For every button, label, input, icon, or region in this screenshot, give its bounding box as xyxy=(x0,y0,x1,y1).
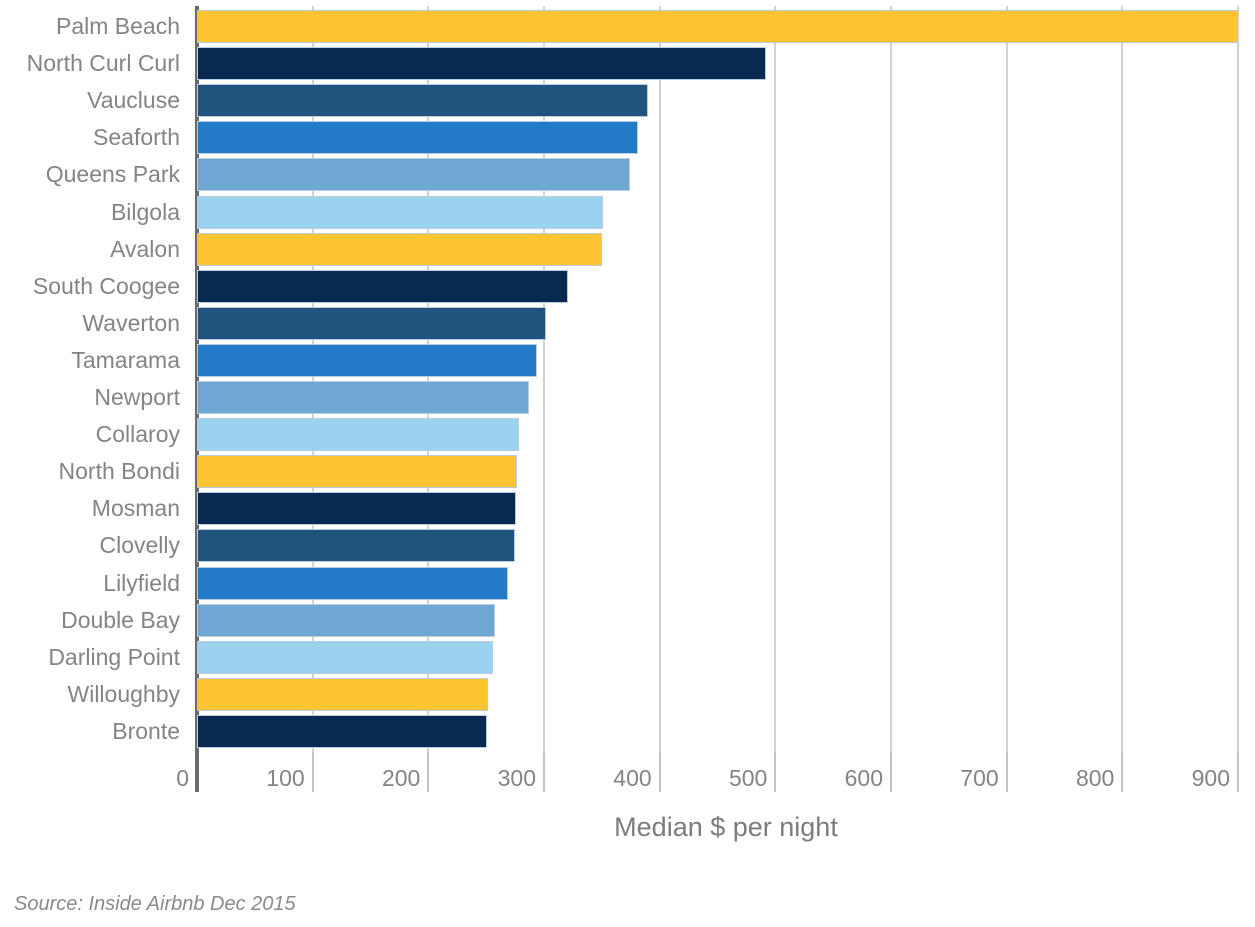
bar xyxy=(197,529,516,563)
axis-tick xyxy=(1121,752,1124,792)
gridline xyxy=(1005,6,1008,752)
bar xyxy=(197,195,603,229)
category-label: Mosman xyxy=(91,495,180,522)
category-label: North Bondi xyxy=(58,458,180,485)
axis-tick xyxy=(658,752,661,792)
x-axis-title: Median $ per night xyxy=(614,812,838,842)
gridline xyxy=(774,6,777,752)
axis-tick xyxy=(427,752,430,792)
bar xyxy=(197,455,518,489)
category-label: Clovelly xyxy=(99,532,180,559)
category-label: Bronte xyxy=(112,717,180,744)
axis-tick-label: 100 xyxy=(266,765,305,791)
axis-tick-label: 500 xyxy=(728,765,768,791)
category-label: Seaforth xyxy=(93,124,180,151)
bar xyxy=(197,492,517,526)
gridline xyxy=(1121,6,1124,752)
bar xyxy=(197,418,519,452)
bar xyxy=(197,714,488,748)
axis-tick-label: 700 xyxy=(960,765,999,791)
axis-tick xyxy=(311,752,314,792)
category-label: Tamarama xyxy=(71,346,180,373)
bar xyxy=(197,603,496,637)
category-label: Palm Beach xyxy=(55,13,180,39)
category-label: Collaroy xyxy=(95,421,180,448)
bar xyxy=(197,640,494,674)
axis-tick-label: 600 xyxy=(844,765,883,791)
bar xyxy=(197,232,602,266)
gridline xyxy=(427,6,430,752)
bar xyxy=(197,121,638,155)
bar xyxy=(197,10,1238,43)
category-label: Willoughby xyxy=(67,680,181,707)
axis-tick xyxy=(543,752,545,792)
category-label: South Coogee xyxy=(32,272,180,299)
category-label: Vaucluse xyxy=(87,87,180,114)
bar xyxy=(197,306,547,340)
axis-tick xyxy=(1005,752,1008,792)
gridline xyxy=(890,6,892,752)
category-label: Bilgola xyxy=(110,198,180,225)
category-label: Newport xyxy=(94,384,180,410)
gridline xyxy=(1237,6,1239,752)
category-label: Lilyfield xyxy=(103,569,180,596)
axis-tick xyxy=(890,752,892,792)
source-note: Source: Inside Airbnb Dec 2015 xyxy=(14,893,296,915)
category-label: Avalon xyxy=(110,235,180,262)
category-label: Darling Point xyxy=(48,643,180,670)
category-label: Queens Park xyxy=(45,161,180,188)
axis-tick-label: 800 xyxy=(1075,765,1115,791)
axis-tick-label: 300 xyxy=(497,765,536,791)
bar xyxy=(197,381,529,414)
bar xyxy=(197,343,538,377)
bar xyxy=(197,269,569,303)
axis-tick-label: 400 xyxy=(613,765,652,791)
axis-tick xyxy=(774,752,777,792)
axis-tick-label: 200 xyxy=(381,765,421,791)
bar xyxy=(197,158,630,192)
category-label: Waverton xyxy=(82,309,180,336)
axis-tick-label: 0 xyxy=(176,765,189,791)
gridline xyxy=(543,6,545,752)
bar xyxy=(197,566,509,600)
axis-tick-label: 900 xyxy=(1191,765,1230,791)
category-label: North Curl Curl xyxy=(26,50,180,77)
category-label: Double Bay xyxy=(61,606,180,633)
gridline xyxy=(311,6,314,752)
bar xyxy=(197,47,767,81)
bar xyxy=(197,677,489,711)
bar xyxy=(197,84,649,118)
gridline xyxy=(658,6,661,752)
axis-tick xyxy=(1237,752,1239,792)
